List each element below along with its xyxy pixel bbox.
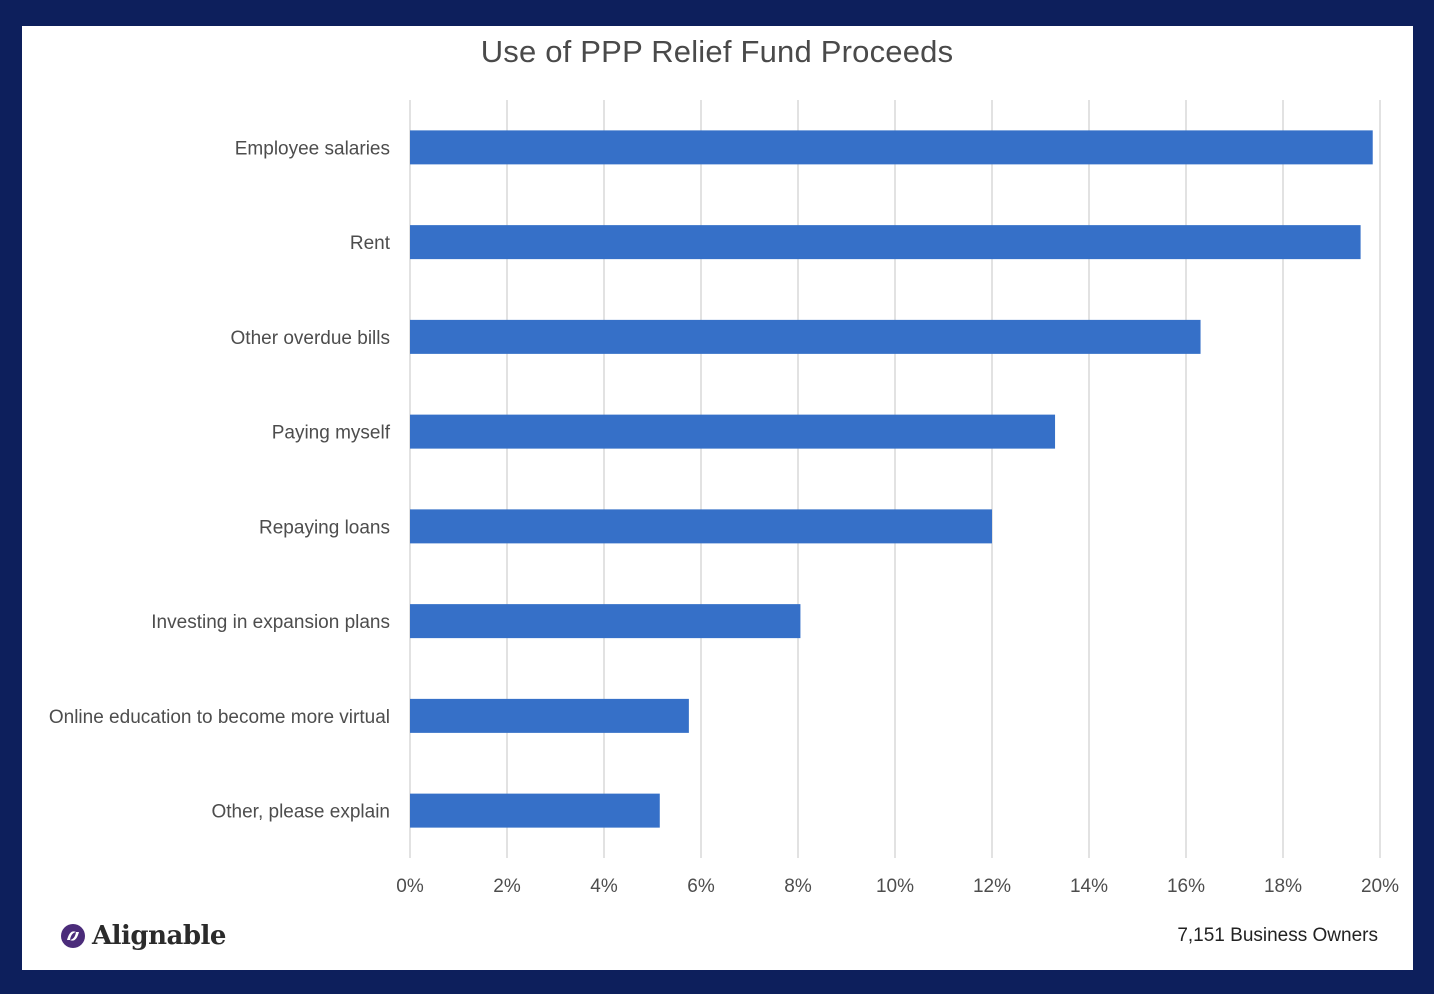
x-tick-label: 12% [973,876,1011,897]
gridlines [409,100,1381,858]
category-label: Rent [350,233,391,254]
sample-size-note: 7,151 Business Owners [1177,925,1378,946]
category-label: Other overdue bills [231,328,390,349]
x-tick-label: 4% [590,876,618,897]
chart-title: Use of PPP Relief Fund Proceeds [480,34,954,69]
bar [410,414,1056,449]
bar [410,698,689,733]
x-tick-label: 8% [784,876,812,897]
bar [410,130,1373,165]
bar [410,793,660,828]
category-label: Online education to become more virtual [49,707,390,728]
alignable-logo: Alignable [60,918,226,954]
chart-panel [22,26,1413,970]
category-labels: Employee salaries Rent Other overdue bills… [49,138,391,822]
bar [410,509,992,544]
x-tick-label: 6% [687,876,715,897]
bars [410,130,1373,828]
bar [410,604,801,639]
category-label: Employee salaries [235,138,390,159]
category-label: Other, please explain [211,802,390,823]
bar [410,225,1361,260]
bar [410,319,1201,354]
category-label: Repaying loans [259,517,390,538]
x-tick-labels: 0% 2% 4% 6% 8% 10% 12% 14% 16% 18% 20% [396,876,1399,897]
x-tick-label: 0% [396,876,424,897]
x-tick-label: 14% [1070,876,1108,897]
category-label: Paying myself [272,423,391,444]
alignable-logo-text: Alignable [92,921,226,951]
x-tick-label: 20% [1361,876,1399,897]
x-tick-label: 16% [1167,876,1205,897]
alignable-logo-icon [61,924,85,948]
x-tick-label: 10% [876,876,914,897]
x-tick-label: 2% [493,876,521,897]
x-tick-label: 18% [1264,876,1302,897]
category-label: Investing in expansion plans [151,612,390,633]
